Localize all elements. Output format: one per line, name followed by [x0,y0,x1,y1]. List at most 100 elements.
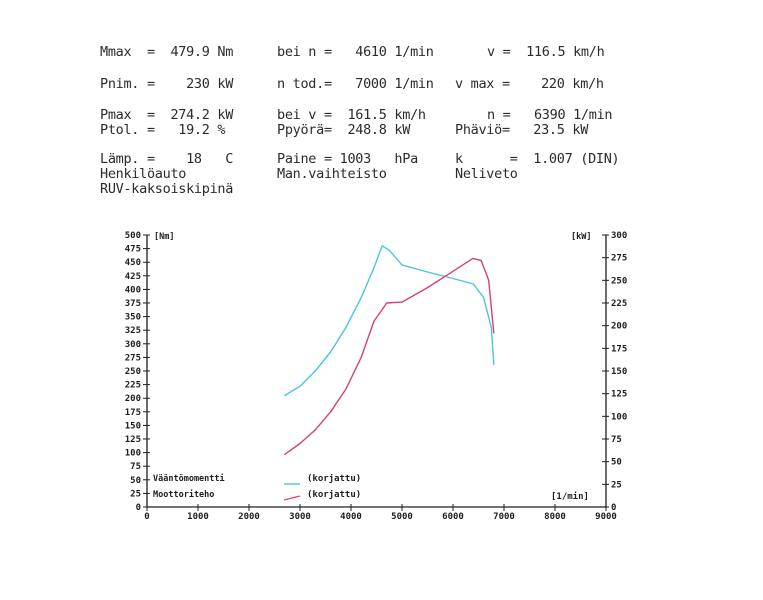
series-point-torque [490,326,492,329]
legend-label-torque: Vääntömomentti [153,473,225,484]
legend-swatch-power [283,495,301,501]
left-tick-label: 300 [125,340,141,350]
left-tick-label: 425 [125,272,141,282]
x-tick-label: 5000 [391,512,413,522]
spec-r3-c1: Ppyörä= 248.8 kW [277,122,411,138]
x-tick-label: 2000 [238,512,260,522]
left-tick-label: 50 [130,476,141,486]
spec-r1-c2: v max = 220 km/h [455,76,604,92]
spec-r6-c0: RUV-kaksoiskipinä [100,181,234,197]
spec-r4-c1: Paine = 1003 hPa [277,151,418,167]
left-tick-label: 450 [125,258,141,268]
left-tick-label: 375 [125,299,141,309]
series-point-torque [493,363,495,366]
right-tick-label: 250 [611,276,627,286]
series-point-power [488,279,490,281]
spec-r1-c0: Pnim. = 230 kW [100,76,234,92]
x-tick-label: 3000 [289,512,311,522]
left-tick-label: 400 [125,285,141,295]
series-point-torque [388,249,390,251]
left-tick-label: 500 [125,231,141,241]
series-point-power [493,332,495,334]
left-axis-unit: [Nm] [154,232,174,242]
legend-suffix-power: (korjattu) [307,489,361,500]
series-point-torque [330,351,332,353]
series-point-torque [426,271,429,273]
spec-r5-c0: Henkilöauto [100,166,187,182]
legend-suffix-torque: (korjattu) [307,473,361,484]
x-tick-label: 9000 [595,512,617,522]
right-tick-label: 225 [611,299,627,309]
left-tick-label: 75 [130,462,141,472]
series-point-torque [360,296,362,299]
x-tick-label: 6000 [442,512,464,522]
right-tick-label: 275 [611,254,627,264]
spec-r2-c2: n = 6390 1/min [487,107,613,123]
spec-r0-c2: v = 116.5 km/h [487,44,605,60]
series-line-power [284,257,495,455]
spec-r2-c0: Pmax = 274.2 kW [100,107,234,123]
series-point-power [299,442,301,445]
right-tick-label: 150 [611,367,627,377]
left-tick-label: 175 [125,408,141,418]
series-point-power [360,356,362,358]
right-tick-label: 0 [611,503,616,513]
series-point-torque [472,283,474,285]
series-point-power [452,270,454,272]
x-tick-label: 8000 [544,512,566,522]
series-point-power [345,388,347,390]
series-point-torque [314,370,316,372]
left-tick-label: 475 [125,245,141,255]
series-point-power [426,286,429,289]
series-point-power [314,429,316,431]
spec-r0-c0: Mmax = 479.9 Nm [100,44,234,60]
series-point-torque [401,264,403,266]
left-tick-label: 200 [125,394,141,404]
series-point-torque [299,385,301,387]
spec-r3-c0: Ptol. = 19.2 % [100,122,226,138]
series-point-torque [284,394,286,397]
x-tick-label: 1000 [187,512,209,522]
right-tick-label: 200 [611,322,627,332]
series-point-power [480,259,482,261]
series-line-torque [284,245,495,397]
spec-r4-c0: Lämp. = 18 C [100,151,234,167]
left-tick-label: 350 [125,313,141,323]
left-tick-label: 125 [125,435,141,445]
right-axis-unit: [kW] [571,232,591,242]
legend-label-power: Moottoriteho [153,489,214,500]
spec-r5-c1: Man.vaihteisto [277,166,387,182]
right-tick-label: 125 [611,390,627,400]
spec-r1-c1: n tod.= 7000 1/min [277,76,434,92]
spec-r2-c1: bei v = 161.5 km/h [277,107,426,123]
spec-r4-c2: k = 1.007 (DIN) [455,151,620,167]
x-tick-label: 0 [144,512,149,522]
left-tick-label: 275 [125,353,141,363]
spec-r3-c2: Phäviö= 23.5 kW [455,122,589,138]
x-tick-label: 4000 [340,512,362,522]
x-tick-label: 7000 [493,512,515,522]
series-point-torque [381,245,383,247]
right-tick-label: 300 [611,231,627,241]
left-tick-label: 25 [130,489,141,499]
right-tick-label: 175 [611,344,627,354]
series-point-power [284,453,286,456]
series-point-torque [345,326,347,329]
series-point-power [373,320,375,322]
left-tick-label: 250 [125,367,141,377]
right-tick-label: 25 [611,480,622,490]
spec-r5-c2: Neliveto [455,166,518,182]
right-tick-label: 100 [611,412,627,422]
spec-r0-c1: bei n = 4610 1/min [277,44,434,60]
left-tick-label: 100 [125,449,141,459]
right-tick-label: 50 [611,458,622,468]
left-tick-label: 150 [125,421,141,431]
series-point-torque [483,296,485,299]
series-point-power [386,302,388,304]
left-tick-label: 325 [125,326,141,336]
series-point-power [472,257,474,259]
series-point-torque [452,277,454,280]
series-point-power [401,301,403,303]
left-tick-label: 225 [125,381,141,391]
